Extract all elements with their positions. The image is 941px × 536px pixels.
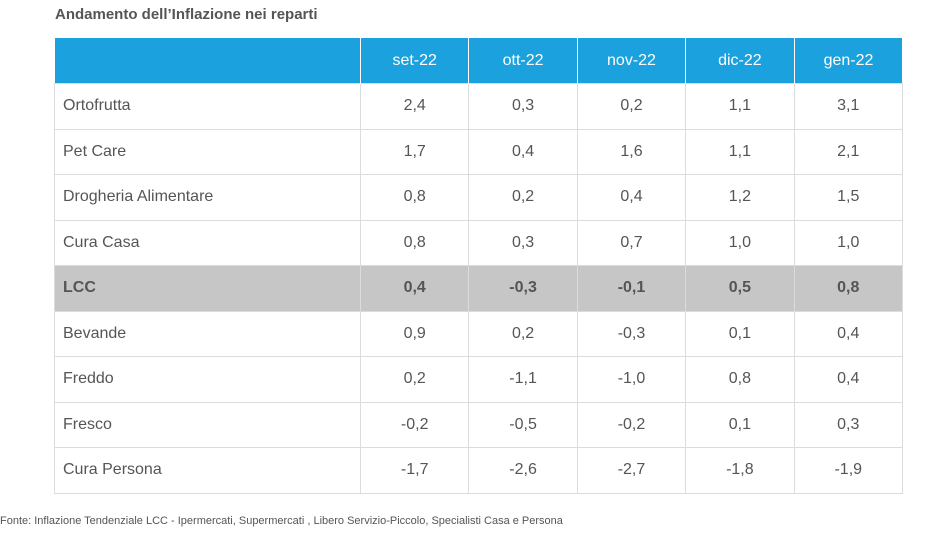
table-cell: -1,0 [576,356,687,402]
table-cell: 1,7 [359,128,470,175]
table-cell: 0,3 [793,401,903,448]
table-cell: 0,9 [359,310,470,357]
row-label: Drogheria Alimentare [54,174,361,220]
table-cell: -0,3 [468,265,578,311]
row-label: Fresco [54,401,361,448]
table-cell: 0,5 [685,265,795,311]
table-cell: 2,4 [359,83,470,129]
table-cell: 0,2 [359,356,470,402]
table-cell: 1,1 [685,83,795,129]
table-cell: -1,1 [468,356,578,402]
header-row: set-22 ott-22 nov-22 dic-22 gen-22 [54,38,903,84]
row-label: Cura Casa [54,219,361,266]
table-cell: -0,2 [359,401,470,448]
table-row: Bevande 0,9 0,2 -0,3 0,1 0,4 [54,310,903,357]
table-cell: 0,4 [576,174,687,220]
table-cell: -0,3 [576,310,687,357]
table-row: Drogheria Alimentare 0,8 0,2 0,4 1,2 1,5 [54,174,903,220]
table-cell: -0,5 [468,401,578,448]
row-label: Ortofrutta [54,83,361,129]
table-cell: -2,6 [468,447,578,494]
source-note: Fonte: Inflazione Tendenziale LCC - Iper… [0,515,563,527]
table-row: Pet Care 1,7 0,4 1,6 1,1 2,1 [54,128,903,175]
table-title: Andamento dell’Inflazione nei reparti [55,6,318,23]
table-cell: 0,8 [793,265,903,311]
table-cell: 0,4 [793,356,903,402]
table-cell: 1,0 [685,219,795,266]
row-label: Pet Care [54,128,361,175]
table-row: Fresco -0,2 -0,5 -0,2 0,1 0,3 [54,401,903,448]
table-row: Freddo 0,2 -1,1 -1,0 0,8 0,4 [54,356,903,402]
table-cell: 0,8 [685,356,795,402]
table-row: Cura Persona -1,7 -2,6 -2,7 -1,8 -1,9 [54,447,903,494]
table-row-highlighted: LCC 0,4 -0,3 -0,1 0,5 0,8 [54,265,903,311]
table-cell: -2,7 [576,447,687,494]
table-cell: 0,4 [359,265,470,311]
column-header: ott-22 [468,38,578,84]
table-cell: 0,4 [468,128,578,175]
table-cell: 3,1 [793,83,903,129]
table-row: Ortofrutta 2,4 0,3 0,2 1,1 3,1 [54,83,903,129]
table-cell: -0,2 [576,401,687,448]
table-cell: 0,8 [359,219,470,266]
table-row: Cura Casa 0,8 0,3 0,7 1,0 1,0 [54,219,903,266]
table-cell: 1,5 [793,174,903,220]
table-cell: 2,1 [793,128,903,175]
column-header: nov-22 [576,38,686,84]
table-cell: 1,1 [685,128,795,175]
header-blank-cell [54,38,361,84]
inflation-table: set-22 ott-22 nov-22 dic-22 gen-22 Ortof… [54,38,903,494]
column-header: dic-22 [685,38,795,84]
row-label: Cura Persona [54,447,361,494]
table-cell: 1,6 [576,128,687,175]
table-cell: -0,1 [576,265,687,311]
table-cell: -1,7 [359,447,470,494]
row-label: Freddo [54,356,361,402]
row-label: LCC [54,265,361,311]
table-cell: -1,8 [685,447,795,494]
table-cell: 1,2 [685,174,795,220]
column-header: set-22 [359,38,469,84]
table-cell: 1,0 [793,219,903,266]
table-cell: 0,8 [359,174,470,220]
row-label: Bevande [54,310,361,357]
table-cell: 0,4 [793,310,903,357]
table-cell: -1,9 [793,447,903,494]
table-cell: 0,3 [468,219,578,266]
table-cell: 0,2 [468,310,578,357]
table-cell: 0,2 [468,174,578,220]
table-cell: 0,3 [468,83,578,129]
table-cell: 0,2 [576,83,687,129]
table-cell: 0,1 [685,401,795,448]
column-header: gen-22 [793,38,903,84]
table-cell: 0,1 [685,310,795,357]
table-cell: 0,7 [576,219,687,266]
